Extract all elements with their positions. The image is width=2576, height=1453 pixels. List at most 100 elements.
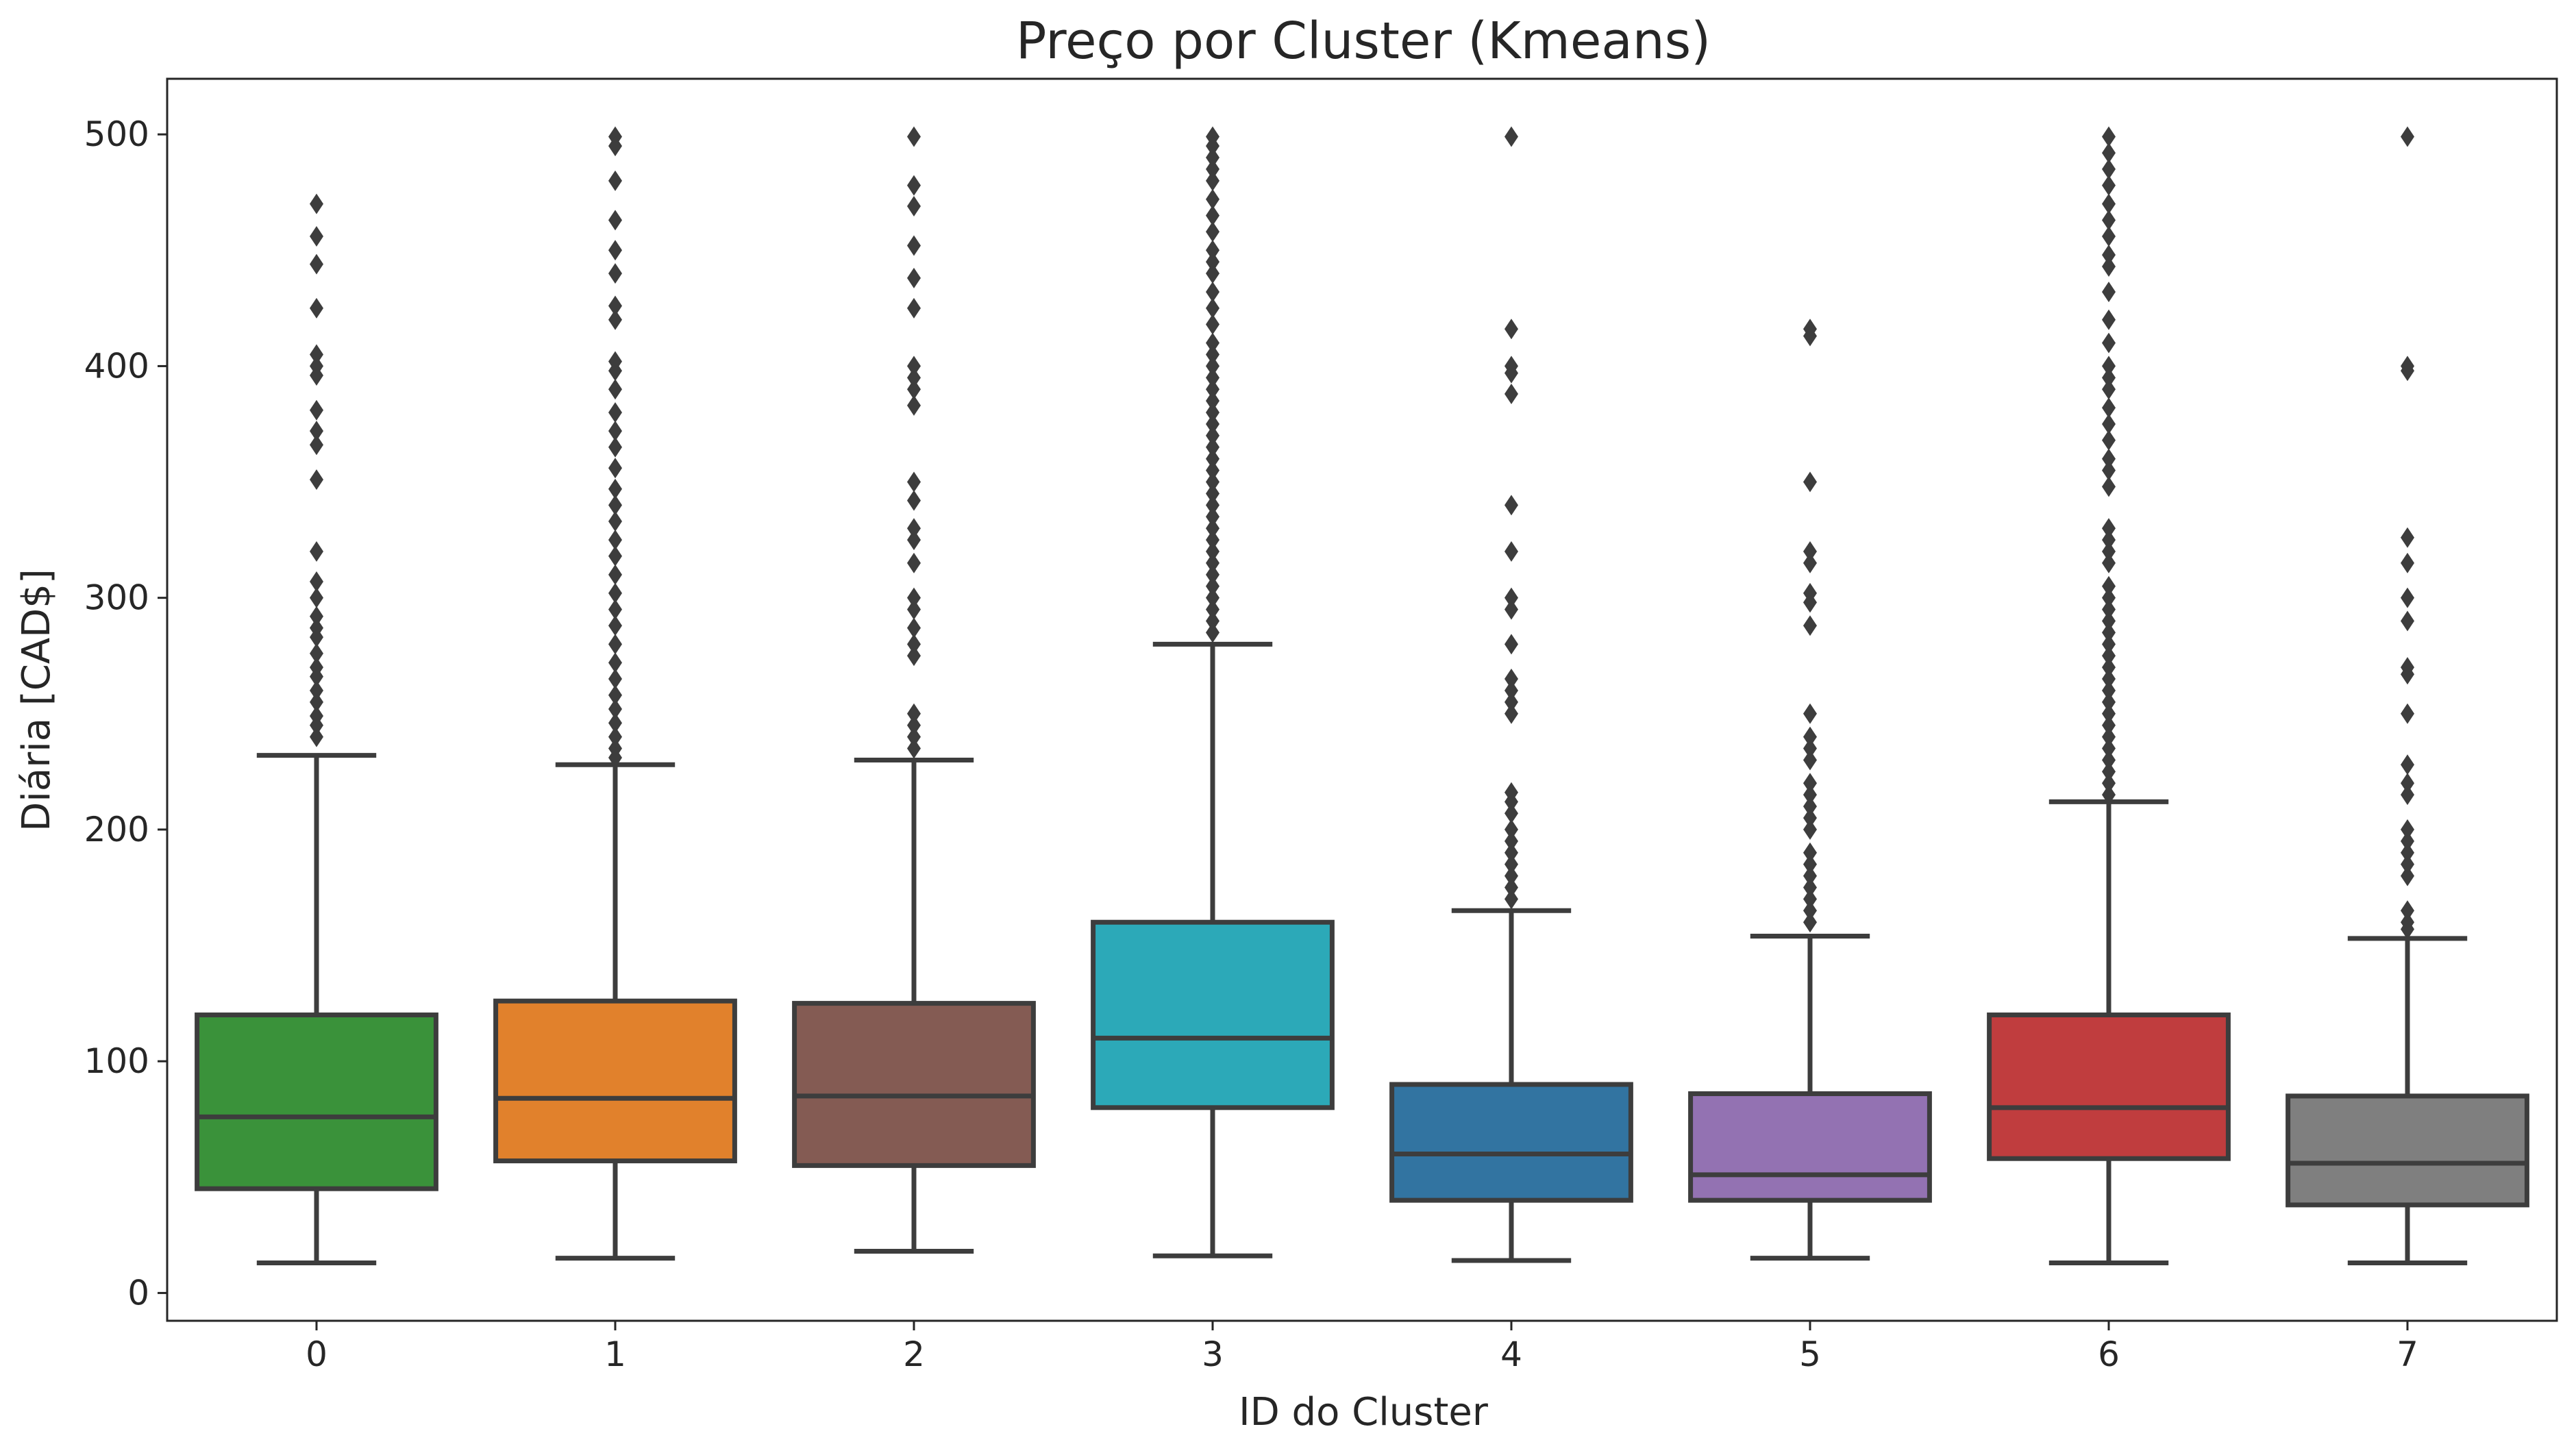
outlier-point (608, 634, 622, 655)
outlier-point (310, 643, 323, 664)
outlier-point (1504, 126, 1518, 147)
outlier-point (2401, 819, 2414, 840)
outlier-point (1504, 680, 1518, 701)
outlier-point (1206, 483, 1219, 504)
outlier-point (2102, 175, 2116, 196)
outlier-point (1206, 314, 1219, 335)
outlier-point (310, 571, 323, 592)
outlier-point (608, 747, 622, 769)
x-tick-label: 1 (604, 1334, 626, 1374)
outlier-point (1803, 900, 1817, 921)
outlier-point (608, 263, 622, 284)
outlier-point (608, 511, 622, 532)
outlier-point (2401, 527, 2414, 548)
outlier-point (1206, 541, 1219, 562)
outlier-point (907, 267, 921, 288)
outlier-point (310, 344, 323, 365)
outlier-point (1504, 495, 1518, 516)
outlier-point (1803, 854, 1817, 875)
outlier-point (608, 669, 622, 690)
outlier-point (1206, 610, 1219, 632)
outlier-point (1504, 691, 1518, 712)
outlier-point (2102, 622, 2116, 643)
box-cluster-5 (1688, 1091, 1932, 1203)
outlier-point (907, 645, 921, 667)
plot-frame (166, 77, 2558, 1322)
outlier-point (2102, 761, 2116, 782)
outlier-point (907, 703, 921, 724)
outlier-point (907, 379, 921, 400)
outlier-point (2102, 142, 2116, 164)
outlier-point (2102, 587, 2116, 608)
outlier-point (608, 360, 622, 382)
outlier-point (310, 421, 323, 442)
outlier-point (907, 126, 921, 147)
outlier-point (1206, 205, 1219, 226)
outlier-point (1803, 726, 1817, 747)
outlier-point (1206, 425, 1219, 446)
outlier-point (2102, 575, 2116, 597)
outlier-point (1206, 471, 1219, 493)
outlier-point (2102, 245, 2116, 266)
outlier-point (310, 297, 323, 319)
outlier-point (2102, 193, 2116, 214)
outlier-point (310, 253, 323, 275)
outlier-point (608, 421, 622, 442)
outlier-point (1803, 471, 1817, 493)
outlier-point (310, 680, 323, 701)
outlier-point (310, 606, 323, 627)
outlier-point (1504, 842, 1518, 863)
outlier-point (2401, 587, 2414, 608)
outlier-point (1803, 819, 1817, 840)
y-tick-label: 100 (84, 1041, 149, 1081)
outlier-point (608, 615, 622, 636)
outlier-point (907, 235, 921, 256)
outlier-point (1504, 830, 1518, 852)
y-axis-label: Diária [CAD$] (14, 569, 59, 832)
outlier-point (907, 395, 921, 416)
outlier-point (1803, 703, 1817, 724)
outlier-point (2102, 430, 2116, 451)
outlier-point (907, 599, 921, 620)
outlier-point (310, 666, 323, 687)
outlier-point (1206, 170, 1219, 191)
outlier-point (1206, 263, 1219, 284)
outlier-point (2102, 703, 2116, 724)
outlier-point (2102, 397, 2116, 419)
plot-area: 0 100 200 300 400 500 0 1 2 3 4 5 6 7 (84, 114, 2529, 1374)
outlier-point (608, 295, 622, 316)
outlier-point (2102, 715, 2116, 736)
outlier-point (1803, 552, 1817, 573)
outlier-point (2102, 332, 2116, 353)
outlier-point (1504, 854, 1518, 875)
outlier-point (907, 587, 921, 608)
outlier-point (1206, 530, 1219, 551)
outlier-point (907, 196, 921, 217)
outlier-point (1803, 592, 1817, 613)
outlier-point (2102, 282, 2116, 303)
outlier-point (1803, 808, 1817, 829)
outlier-point (608, 458, 622, 479)
outlier-point (1803, 889, 1817, 910)
outlier-point (608, 726, 622, 747)
outlier-point (2102, 773, 2116, 794)
outlier-point (1206, 575, 1219, 597)
outlier-point (1206, 552, 1219, 573)
x-tick-label: 2 (903, 1334, 925, 1374)
outlier-point (1504, 791, 1518, 812)
outlier-point (1206, 587, 1219, 608)
box-cluster-7 (2286, 1093, 2529, 1208)
x-tick-label: 4 (1500, 1334, 1522, 1374)
outlier-point (1504, 889, 1518, 910)
outlier-point (1803, 541, 1817, 562)
outlier-point (1803, 738, 1817, 759)
outlier-point (1504, 634, 1518, 655)
outlier-point (1206, 564, 1219, 585)
outlier-point (2401, 919, 2414, 940)
outlier-point (608, 309, 622, 330)
outlier-point (2102, 599, 2116, 620)
outlier-point (1504, 819, 1518, 840)
box-cluster-2 (792, 1001, 1036, 1168)
outlier-point (608, 436, 622, 458)
